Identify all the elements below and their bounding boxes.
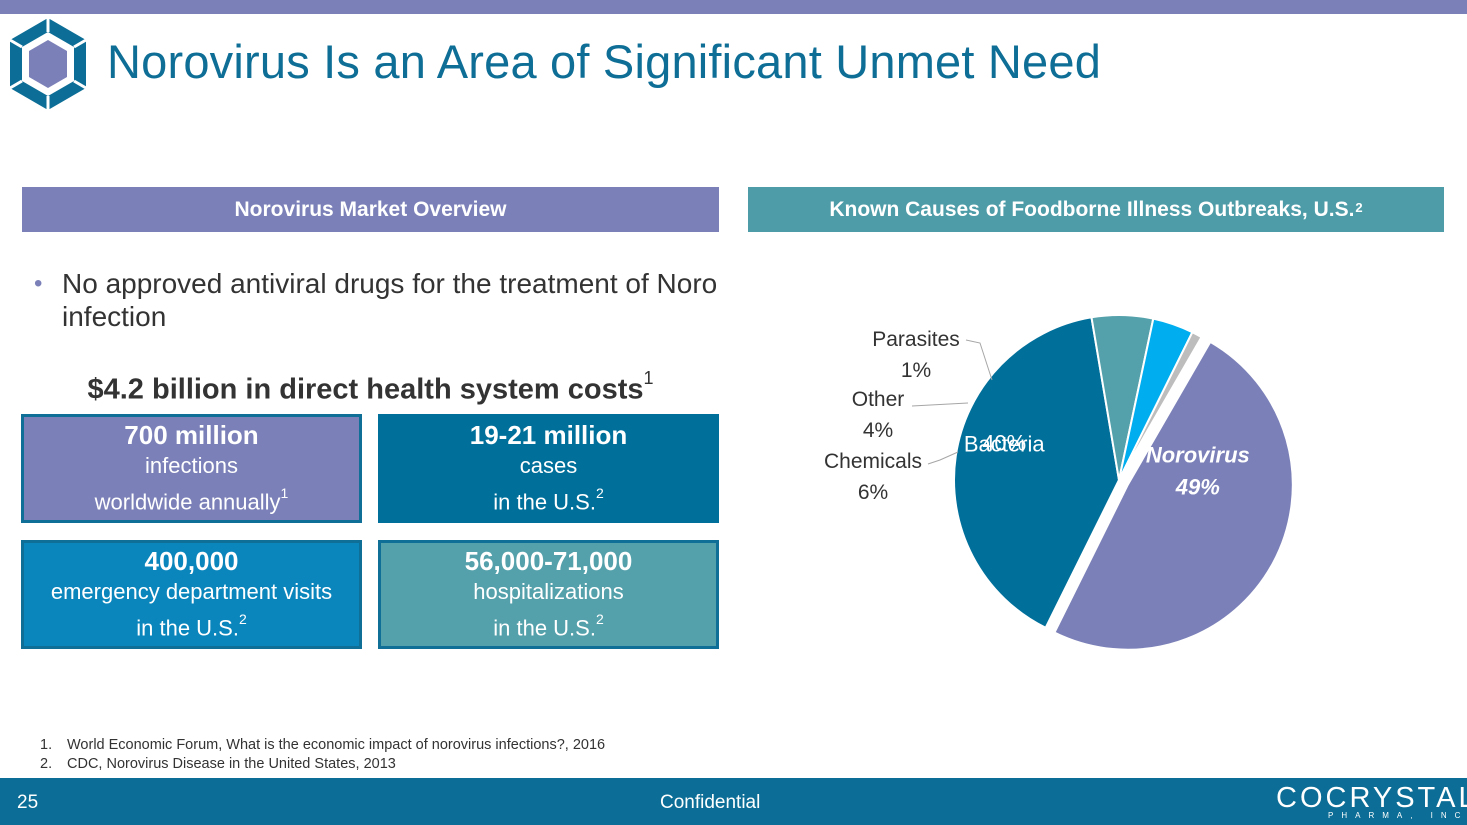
pie-value-norovirus: 49% xyxy=(1175,475,1220,500)
confidential-label: Confidential xyxy=(660,792,761,813)
footnote-number: 1. xyxy=(40,737,53,753)
stat-line-text: in the U.S. xyxy=(493,489,596,515)
footnote-ref: 2 xyxy=(595,611,604,628)
footnote-item: 1. World Economic Forum, What is the econ… xyxy=(40,736,605,755)
foodborne-causes-header: Known Causes of Foodborne Illness Outbre… xyxy=(748,187,1444,232)
stat-line-text: worldwide annually xyxy=(94,489,281,515)
leader-line-other xyxy=(911,402,969,407)
stat-box-hospitalizations: 56,000-71,000 hospitalizations in the U.… xyxy=(378,540,719,649)
footer-bar xyxy=(0,778,1467,825)
top-accent-bar xyxy=(0,0,1467,14)
pie-label-parasites: Parasites xyxy=(872,328,960,351)
slide-title: Norovirus Is an Area of Significant Unme… xyxy=(107,35,1102,88)
brand-name: COCRYSTAL xyxy=(1276,782,1467,814)
stat-box-ed-visits: 400,000 emergency department visits in t… xyxy=(21,540,362,649)
footnote-ref: 1 xyxy=(280,485,289,502)
pie-label-norovirus: Norovirus xyxy=(1146,443,1250,468)
stat-line: in the U.S.2 xyxy=(493,607,604,643)
pie-label-bacteria: Bacteria xyxy=(964,432,1045,457)
leader-line-parasites xyxy=(965,339,993,381)
stat-line: hospitalizations xyxy=(473,579,624,605)
footnote-ref: 1 xyxy=(643,368,654,388)
market-overview-header: Norovirus Market Overview xyxy=(22,187,719,232)
brand-subtitle: PHARMA, INC xyxy=(1328,811,1467,820)
stat-line: in the U.S.2 xyxy=(136,607,247,643)
stat-value: 19-21 million xyxy=(469,420,628,451)
footnote-text: World Economic Forum, What is the econom… xyxy=(67,737,606,753)
bullet-dot-icon: • xyxy=(34,270,43,297)
market-overview-header-text: Norovirus Market Overview xyxy=(234,197,507,221)
footnote-ref: 2 xyxy=(1355,200,1363,215)
stat-value: 700 million xyxy=(124,420,259,451)
pie-slice-bacteria xyxy=(953,316,1121,630)
direct-costs-text: $4.2 billion in direct health system cos… xyxy=(87,373,644,406)
stat-box-cases: 19-21 million cases in the U.S.2 xyxy=(378,414,719,523)
footnote-ref: 2 xyxy=(595,485,604,502)
stat-box-infections: 700 million infections worldwide annuall… xyxy=(21,414,362,523)
page-number: 25 xyxy=(17,792,39,813)
pie-value-chemicals: 6% xyxy=(858,481,888,504)
pie-label-other: Other xyxy=(852,388,905,411)
stat-line-text: in the U.S. xyxy=(136,615,239,641)
stat-line: worldwide annually1 xyxy=(95,481,289,517)
footnotes: 1. World Economic Forum, What is the econ… xyxy=(40,736,605,774)
bullet-text: No approved antiviral drugs for the trea… xyxy=(62,268,718,332)
stat-line-text: in the U.S. xyxy=(493,615,596,641)
stat-line: in the U.S.2 xyxy=(493,481,604,517)
pie-slice-norovirus xyxy=(1053,340,1294,651)
pie-value-parasites: 1% xyxy=(901,359,931,382)
brand-logo: COCRYSTAL PHARMA, INC xyxy=(1276,782,1467,825)
direct-costs-heading: $4.2 billion in direct health system cos… xyxy=(22,368,719,407)
stat-line: infections xyxy=(145,453,238,479)
cocrystal-hexagon-logo xyxy=(9,18,87,110)
stat-line: cases xyxy=(519,453,578,479)
stat-value: 56,000-71,000 xyxy=(464,546,633,577)
leader-line-chemicals xyxy=(927,451,959,465)
footnote-ref: 2 xyxy=(238,611,247,628)
stat-value: 400,000 xyxy=(144,546,239,577)
pie-value-bacteria: 40% xyxy=(982,431,1026,456)
footnote-item: 2. CDC, Norovirus Disease in the United S… xyxy=(40,755,605,774)
pie-value-other: 4% xyxy=(863,419,893,442)
pie-label-chemicals: Chemicals xyxy=(824,450,922,473)
foodborne-causes-header-text: Known Causes of Foodborne Illness Outbre… xyxy=(829,197,1355,221)
stat-line: emergency department visits xyxy=(50,579,333,605)
footnote-text: CDC, Norovirus Disease in the United Sta… xyxy=(67,756,396,772)
footnote-number: 2. xyxy=(40,756,53,772)
pie-slice-parasites xyxy=(1118,330,1203,481)
